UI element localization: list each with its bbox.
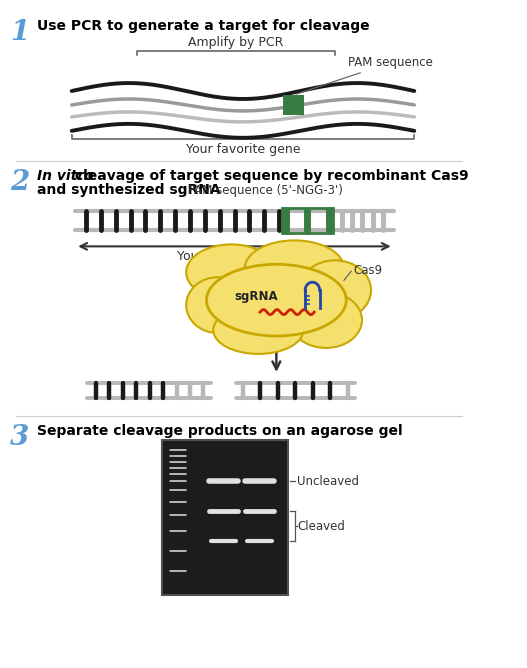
- Bar: [282, 208, 333, 233]
- Text: and synthesized sgRNA: and synthesized sgRNA: [37, 182, 221, 196]
- Ellipse shape: [213, 306, 304, 354]
- Text: Your favorite gene: Your favorite gene: [186, 143, 300, 156]
- Text: PAM sequence: PAM sequence: [296, 56, 433, 94]
- Text: sgRNA: sgRNA: [235, 290, 278, 303]
- Text: 2: 2: [10, 169, 29, 196]
- Text: Amplify by PCR: Amplify by PCR: [188, 36, 284, 49]
- Bar: [282, 95, 304, 115]
- Ellipse shape: [186, 277, 249, 333]
- Bar: [162, 440, 288, 595]
- Ellipse shape: [245, 240, 344, 296]
- Text: Separate cleavage products on an agarose gel: Separate cleavage products on an agarose…: [37, 424, 403, 438]
- Ellipse shape: [213, 271, 339, 330]
- Text: 1: 1: [10, 19, 29, 46]
- Text: Use PCR to generate a target for cleavage: Use PCR to generate a target for cleavag…: [37, 19, 370, 33]
- Text: Cas9: Cas9: [353, 264, 382, 277]
- Ellipse shape: [186, 244, 276, 300]
- Ellipse shape: [290, 292, 362, 348]
- Ellipse shape: [207, 265, 346, 336]
- Text: In vitro: In vitro: [37, 169, 94, 182]
- Text: Your favorite gene: Your favorite gene: [177, 250, 291, 263]
- Text: cleavage of target sequence by recombinant Cas9: cleavage of target sequence by recombina…: [70, 169, 469, 182]
- Text: PAM sequence (5'-NGG-3'): PAM sequence (5'-NGG-3'): [188, 184, 343, 196]
- Text: 3: 3: [10, 424, 29, 451]
- Text: Uncleaved: Uncleaved: [297, 475, 359, 488]
- Text: Cleaved: Cleaved: [297, 520, 345, 532]
- Ellipse shape: [299, 261, 371, 320]
